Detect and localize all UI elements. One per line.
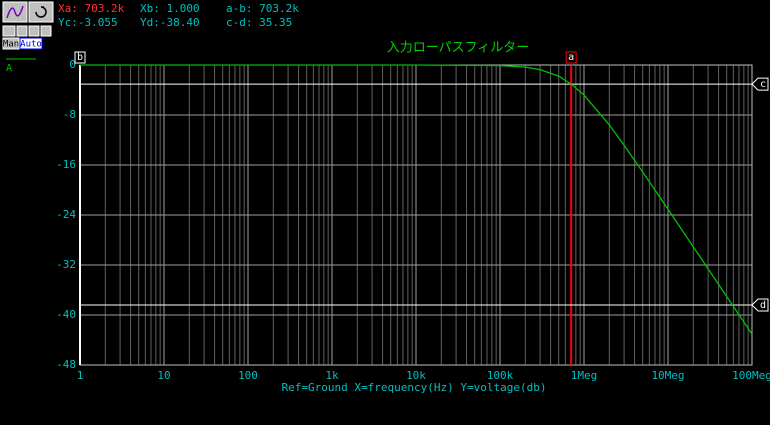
toolbar: Man Auto [2, 1, 54, 50]
refresh-icon [35, 6, 47, 18]
readout: a-b: 703.2k [226, 2, 299, 15]
y-tick-label: -24 [56, 208, 76, 221]
man-button[interactable] [2, 37, 20, 50]
refresh-button[interactable] [28, 1, 54, 23]
x-tick-label: 100Meg [732, 369, 770, 382]
cursor-marker [751, 298, 769, 312]
auto-button[interactable] [19, 37, 43, 50]
cursor-label: c [760, 79, 766, 90]
y-tick-label: -48 [56, 358, 76, 371]
cursor-label: b [77, 52, 83, 63]
y-tick-label: -8 [63, 108, 76, 121]
cursor-marker [565, 51, 577, 64]
x-tick-label: 10k [406, 369, 426, 382]
y-tick-label: -40 [56, 308, 76, 321]
x-tick-label: 1k [325, 369, 339, 382]
right-button[interactable] [28, 25, 40, 37]
legend-label: A [6, 63, 12, 74]
x-axis-label: Ref=Ground X=frequency(Hz) Y=voltage(db) [282, 381, 547, 394]
readout: Xb: 1.000 [140, 2, 200, 15]
readout: c-d: 35.35 [226, 16, 292, 29]
y-tick-label: 0 [69, 58, 76, 71]
readout: Yc:-3.055 [58, 16, 118, 29]
plot-icon [6, 5, 24, 19]
cursor-marker [74, 51, 86, 64]
left-button[interactable] [16, 25, 28, 37]
x-tick-label: 10Meg [651, 369, 684, 382]
cursor-marker [751, 77, 769, 91]
x-tick-label: 100k [487, 369, 514, 382]
y-tick-label: -32 [56, 258, 76, 271]
x-tick-label: 100 [238, 369, 258, 382]
cursor-label: a [568, 52, 574, 63]
chart-title: 入力ローパスフィルター [387, 41, 530, 56]
x-tick-label: 1 [77, 369, 84, 382]
y-tick-label: -16 [56, 158, 76, 171]
up-button[interactable] [40, 25, 52, 37]
cursor-label: d [760, 300, 766, 311]
readout: Xa: 703.2k [58, 2, 125, 15]
auto-label: Auto [20, 40, 42, 50]
man-label: Man [3, 40, 19, 50]
readout: Yd:-38.40 [140, 16, 200, 29]
x-tick-label: 1Meg [571, 369, 598, 382]
series-line [80, 64, 753, 335]
ok-button[interactable] [2, 25, 16, 37]
x-tick-label: 10 [157, 369, 170, 382]
